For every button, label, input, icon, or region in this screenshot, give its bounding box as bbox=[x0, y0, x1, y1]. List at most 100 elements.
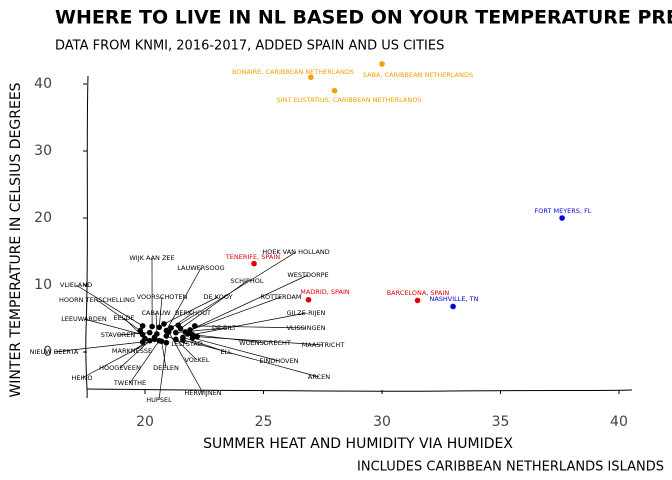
point-label: CABAUW bbox=[141, 309, 171, 317]
leader-line bbox=[119, 340, 150, 369]
leader-line bbox=[189, 274, 309, 331]
point-label: STAVOREN bbox=[101, 331, 136, 339]
leader-line bbox=[75, 284, 143, 327]
point bbox=[180, 337, 186, 343]
point-label: BERKHOUT bbox=[175, 309, 211, 317]
leader-line bbox=[83, 318, 143, 335]
point bbox=[173, 329, 179, 336]
x-tick-label: 30 bbox=[373, 414, 391, 430]
point-label: LELYSTAD bbox=[171, 340, 203, 348]
leader-line bbox=[117, 332, 150, 336]
leader-line bbox=[158, 296, 163, 328]
leader-line bbox=[168, 331, 204, 394]
point-label: ARCEN bbox=[308, 373, 330, 381]
point-label: WOENSDRECHT bbox=[239, 339, 291, 347]
point bbox=[379, 61, 385, 67]
leader-line bbox=[170, 312, 194, 329]
point bbox=[151, 336, 158, 343]
point-label: DEELEN bbox=[153, 364, 179, 372]
point bbox=[146, 337, 153, 344]
point-label: TENERIFE, SPAIN bbox=[225, 253, 280, 261]
point-label: GILZE-RIJEN bbox=[287, 309, 326, 317]
y-axis-label: WINTER TEMPERATURE IN CELSIUS DEGREES bbox=[8, 82, 24, 397]
point-label: TWENTHE bbox=[113, 379, 146, 387]
point bbox=[331, 87, 338, 94]
point-label: VOORSCHOTEN bbox=[137, 293, 188, 301]
point bbox=[308, 74, 314, 81]
point bbox=[414, 297, 421, 304]
leader-line bbox=[178, 251, 297, 326]
point-label: VLISSINGEN bbox=[286, 324, 325, 332]
leader-line bbox=[197, 336, 324, 346]
point-label: WIJK AAN ZEE bbox=[129, 254, 174, 262]
leader-line bbox=[194, 325, 307, 329]
point-label: HEINO bbox=[72, 374, 93, 382]
x-axis-line bbox=[86, 388, 633, 392]
point-label: DE KOOY bbox=[204, 293, 233, 301]
leader-line bbox=[155, 312, 158, 334]
point-label: LAUWERSOOG bbox=[177, 264, 224, 272]
point bbox=[177, 325, 184, 332]
leader-line bbox=[161, 341, 167, 369]
x-tick-label: 40 bbox=[610, 414, 628, 430]
point bbox=[559, 215, 565, 221]
point-label: DE BILT bbox=[212, 324, 236, 332]
y-tick-label: 40 bbox=[34, 76, 52, 92]
point bbox=[139, 323, 146, 329]
leader-line bbox=[123, 317, 146, 339]
point-label: SCHIPHOL bbox=[230, 277, 263, 285]
leader-line bbox=[163, 296, 219, 325]
point-label: MADRID, SPAIN bbox=[300, 288, 350, 296]
point bbox=[146, 329, 153, 336]
point-label: BARCELONA, SPAIN bbox=[387, 289, 450, 297]
leader-line bbox=[81, 339, 155, 379]
point-label: HOEK VAN HOLLAND bbox=[262, 248, 330, 256]
chart-title: WHERE TO LIVE IN NL BASED ON YOUR TEMPER… bbox=[55, 7, 672, 29]
leader-line bbox=[182, 339, 320, 378]
point bbox=[191, 323, 198, 329]
point-label: HERWIJNEN bbox=[184, 389, 221, 397]
point bbox=[194, 333, 200, 340]
point bbox=[173, 336, 179, 343]
x-tick-label: 25 bbox=[255, 414, 273, 430]
point bbox=[163, 339, 170, 346]
point bbox=[251, 260, 257, 267]
point bbox=[156, 337, 163, 344]
leader-line bbox=[53, 341, 143, 353]
point bbox=[450, 303, 456, 310]
point-label: EELDE bbox=[114, 314, 135, 322]
leader-line bbox=[129, 340, 160, 384]
point-label: BONAIRE, CARIBBEAN NETHERLANDS bbox=[232, 68, 354, 76]
y-tick-label: 30 bbox=[34, 143, 52, 159]
point-label: HOORN TERSCHELLING bbox=[59, 296, 135, 304]
leader-line bbox=[158, 342, 167, 401]
point-label: LEEUWARDEN bbox=[61, 315, 107, 323]
x-tick-label: 35 bbox=[492, 414, 510, 430]
y-tick-label: 20 bbox=[34, 210, 52, 226]
point-label: NASHVILLE, TN bbox=[429, 295, 478, 303]
point-label: SABA, CARIBBEAN NETHERLANDS bbox=[363, 71, 473, 79]
point bbox=[156, 324, 163, 331]
point-label: SINT EUSTATIUS, CARIBBEAN NETHERLANDS bbox=[277, 96, 422, 104]
leader-line bbox=[175, 327, 225, 333]
leader-line bbox=[192, 337, 280, 362]
point-label: WESTDORPE bbox=[287, 271, 328, 279]
leader-line bbox=[175, 339, 198, 361]
caption: INCLUDES CARIBBEAN NETHERLANDS ISLANDS bbox=[357, 460, 664, 475]
point bbox=[184, 331, 191, 337]
point-label: ROTTERDAM bbox=[260, 293, 301, 301]
point bbox=[189, 335, 196, 341]
y-tick-label: 10 bbox=[34, 277, 52, 293]
y-tick-label: 0 bbox=[43, 344, 52, 360]
y-axis-line bbox=[85, 75, 89, 399]
x-axis-label: SUMMER HEAT AND HUMIDITY VIA HUMIDEX bbox=[203, 436, 513, 452]
point-label: HUPSEL bbox=[146, 396, 172, 404]
point bbox=[165, 329, 172, 335]
chart-subtitle: DATA FROM KNMI, 2016-2017, ADDED SPAIN A… bbox=[55, 39, 444, 54]
x-tick-label: 20 bbox=[136, 414, 154, 430]
point bbox=[139, 339, 146, 345]
point-label: VOLKEL bbox=[184, 356, 209, 364]
leader-line bbox=[96, 299, 141, 331]
leader-line bbox=[180, 280, 248, 329]
